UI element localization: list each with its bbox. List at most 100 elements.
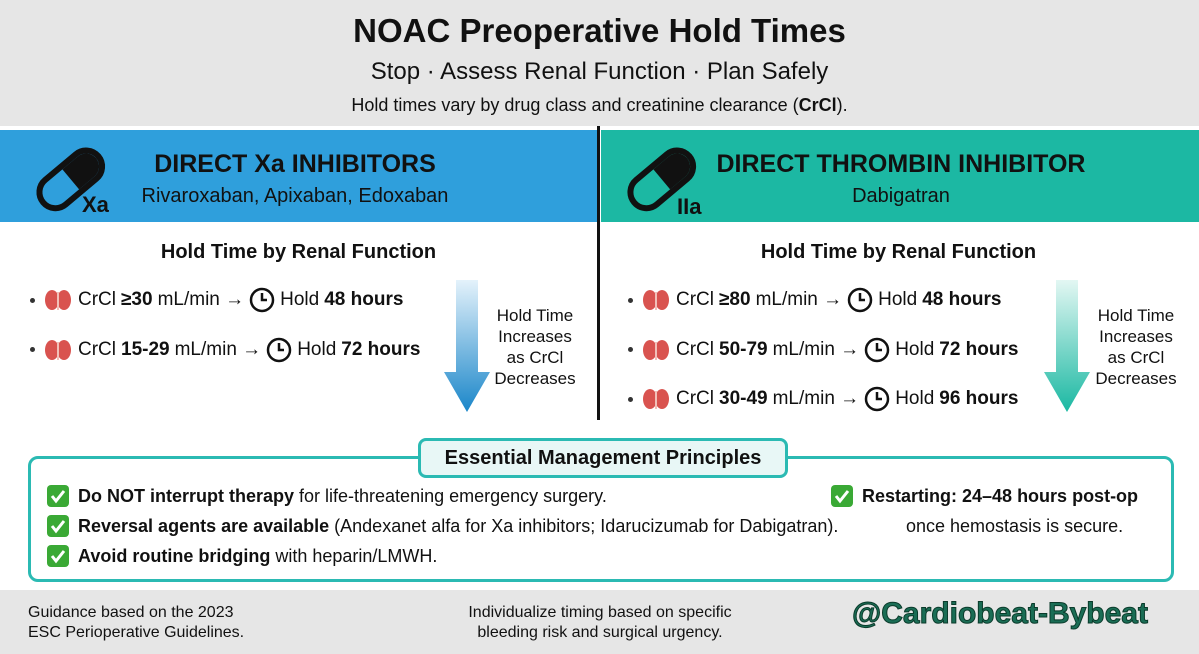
clock-icon: [864, 386, 890, 412]
crcl-unit: mL/min →: [755, 289, 843, 310]
panel-header: Xa DIRECT Xa INHIBITORS Rivaroxaban, Api…: [0, 130, 597, 222]
bullet-dot: [628, 396, 633, 402]
title: NOAC Preoperative Hold Times: [353, 12, 846, 49]
hold-label: Hold: [895, 338, 935, 360]
check-icon: [831, 485, 853, 507]
hold-row: CrCl ≥30 mL/min → Hold 48 hours: [30, 285, 408, 315]
hold-duration: 48 hours: [324, 289, 404, 310]
divider: [597, 126, 600, 420]
footer-line: ESC Perioperative Guidelines.: [28, 624, 245, 641]
crcl-range: ≥80: [719, 289, 751, 310]
check-icon: [47, 545, 69, 567]
note-bold: CrCl: [798, 95, 837, 115]
kidney-icon: [643, 290, 669, 310]
pill-icon: Xa: [36, 147, 110, 217]
pill-label: IIa: [677, 194, 702, 219]
panel-header: IIa DIRECT THROMBIN INHIBITOR Dabigatran: [601, 130, 1199, 222]
kidney-icon: [643, 389, 669, 409]
kidney-icon: [45, 339, 71, 360]
crcl-range: 50-79: [719, 338, 768, 360]
trend-line: Decreases: [494, 369, 576, 388]
principle-text: once hemostasis is secure.: [906, 515, 1124, 536]
principle-bold: Avoid routine bridging: [78, 545, 271, 566]
clock-icon: [266, 337, 292, 362]
principle-item: Avoid routine bridging with heparin/LMWH.: [46, 542, 437, 570]
trend-line: as CrCl: [1107, 348, 1165, 367]
crcl-label: CrCl: [676, 388, 714, 409]
hold-duration: 96 hours: [939, 388, 1019, 409]
trend-text: Hold Time Increases as CrCl Decreases: [1081, 305, 1191, 389]
hold-label: Hold: [878, 289, 918, 310]
crcl-label: CrCl: [78, 338, 116, 360]
pill-label: Xa: [82, 192, 110, 217]
crcl-unit: mL/min →: [772, 388, 860, 409]
hold-row: CrCl ≥80 mL/min → Hold 48 hours: [628, 285, 1006, 315]
principles-title: Essential Management Principles: [418, 438, 788, 478]
crcl-range: 30-49: [719, 388, 768, 409]
footer-line: Individualize timing based on specific: [468, 604, 732, 621]
clock-icon: [864, 337, 890, 362]
note-end: ).: [836, 95, 848, 115]
crcl-label: CrCl: [676, 338, 714, 360]
bullet-dot: [628, 347, 633, 352]
bullet-dot: [30, 347, 35, 352]
section-title: Hold Time by Renal Function: [760, 241, 1037, 263]
pill-icon: IIa: [627, 147, 702, 219]
handle: @Cardiobeat-Bybeat: [852, 597, 1149, 631]
trend-arrow: [444, 280, 490, 412]
principle-item: Do NOT interrupt therapy for life-threate…: [46, 482, 607, 510]
crcl-label: CrCl: [78, 289, 116, 310]
panel-drugs: Rivaroxaban, Apixaban, Edoxaban: [141, 185, 449, 207]
hold-row: CrCl 30-49 mL/min → Hold 96 hours: [628, 384, 1023, 414]
clock-icon: [847, 287, 873, 313]
principle-bold: Restarting: 24–48 hours post-op: [862, 485, 1139, 506]
trend-line: Increases: [1099, 327, 1173, 346]
hold-row: CrCl 15-29 mL/min → Hold 72 hours: [30, 335, 425, 365]
trend-text: Hold Time Increases as CrCl Decreases: [480, 305, 590, 389]
note: Hold times vary by drug class and creati…: [0, 95, 1199, 116]
principle-item: Restarting: 24–48 hours post-op: [830, 482, 1143, 510]
hold-duration: 72 hours: [341, 338, 421, 360]
crcl-range: 15-29: [121, 338, 170, 360]
hold-label: Hold: [297, 338, 337, 360]
trend-arrow: [1044, 280, 1090, 412]
hold-label: Hold: [895, 388, 935, 409]
clock-icon: [249, 287, 275, 313]
trend-line: Increases: [498, 327, 572, 346]
footer-line: bleeding risk and surgical urgency.: [477, 624, 723, 641]
hold-duration: 72 hours: [939, 338, 1019, 360]
kidney-icon: [643, 339, 669, 360]
kidney-icon: [45, 290, 71, 310]
principle-text: for life-threatening emergency surgery.: [299, 485, 607, 506]
footer-center: Individualize timing based on specific bl…: [400, 603, 800, 643]
footer-left: Guidance based on the 2023 ESC Perioperat…: [28, 603, 244, 643]
principle-text: with heparin/LMWH.: [275, 545, 438, 566]
footer-band: [0, 590, 1199, 654]
trend-line: Hold Time: [1097, 306, 1175, 325]
subtitle: Stop · Assess Renal Function · Plan Safe…: [370, 58, 829, 85]
crcl-unit: mL/min →: [174, 338, 262, 360]
panel-drugs: Dabigatran: [852, 185, 950, 207]
crcl-label: CrCl: [676, 289, 714, 310]
principle-bold: Reversal agents are available: [78, 515, 330, 536]
header-band: [0, 0, 1199, 126]
footer-line: Guidance based on the 2023: [28, 604, 234, 621]
bullet-dot: [628, 297, 633, 303]
section-title: Hold Time by Renal Function: [160, 241, 437, 263]
panel-title: DIRECT Xa INHIBITORS: [154, 150, 436, 178]
crcl-unit: mL/min →: [772, 338, 860, 360]
principle-bold: Do NOT interrupt therapy: [78, 485, 295, 506]
note-text: Hold times vary by drug class and creati…: [351, 95, 799, 115]
check-icon: [47, 515, 69, 537]
trend-line: Decreases: [1095, 369, 1177, 388]
hold-duration: 48 hours: [922, 289, 1002, 310]
crcl-range: ≥30: [121, 289, 153, 310]
panel-title: DIRECT THROMBIN INHIBITOR: [716, 150, 1086, 178]
check-icon: [47, 485, 69, 507]
principle-text: (Andexanet alfa for Xa inhibitors; Idaru…: [334, 515, 839, 536]
bullet-dot: [30, 297, 35, 303]
crcl-unit: mL/min →: [157, 289, 245, 310]
trend-line: Hold Time: [496, 306, 574, 325]
principle-item: Reversal agents are available (Andexanet …: [46, 512, 838, 540]
